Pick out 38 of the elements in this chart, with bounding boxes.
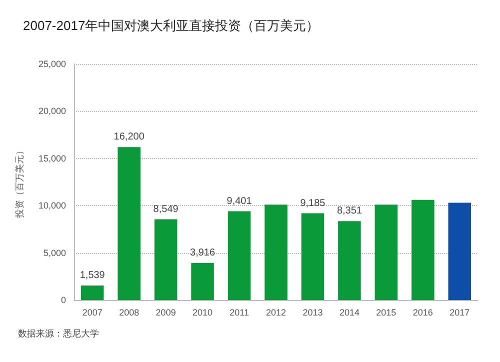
bar: [338, 221, 361, 300]
y-tick-label: 20,000: [38, 106, 66, 116]
x-tick-label: 2010: [192, 308, 213, 318]
x-tick-label: 2008: [119, 308, 140, 318]
x-tick-label: 2017: [450, 308, 470, 318]
bar: [228, 211, 251, 300]
x-tick-label: 2015: [376, 308, 396, 318]
bar: [154, 219, 178, 300]
bar: [264, 204, 288, 300]
y-tick-label: 15,000: [38, 153, 66, 164]
x-tick-label: 2009: [156, 308, 176, 318]
bar: [374, 204, 398, 300]
x-tick-label: 2007: [82, 308, 102, 318]
y-tick-label: 5,000: [43, 248, 66, 258]
data-label: 9,185: [300, 198, 326, 209]
x-tick-label: 2011: [230, 308, 249, 318]
data-label: 3,916: [190, 248, 216, 259]
bar: [80, 285, 104, 300]
y-axis-title: 投资（百万美元）: [14, 146, 24, 219]
data-label: 1,539: [80, 270, 106, 281]
data-label: 16,200: [114, 132, 145, 143]
bar: [301, 213, 324, 300]
bar: [412, 200, 434, 300]
source-note: 数据来源：悉尼大学: [18, 328, 99, 338]
x-tick-label: 2016: [412, 308, 433, 318]
data-label: 8,549: [153, 204, 179, 215]
data-label: 9,401: [226, 196, 252, 207]
x-tick-label: 2012: [266, 308, 286, 318]
y-tick-label: 25,000: [38, 59, 66, 69]
bar: [448, 202, 472, 300]
x-tick-label: 2013: [302, 308, 323, 318]
y-tick-label: 0: [60, 295, 66, 305]
bar: [191, 263, 214, 300]
chart-title: 2007-2017年中国对澳大利亚直接投资（百万美元）: [23, 18, 320, 33]
bar: [118, 147, 140, 300]
y-tick-label: 10,000: [38, 200, 66, 211]
data-label: 8,351: [336, 206, 362, 217]
x-tick-label: 2014: [339, 308, 360, 318]
